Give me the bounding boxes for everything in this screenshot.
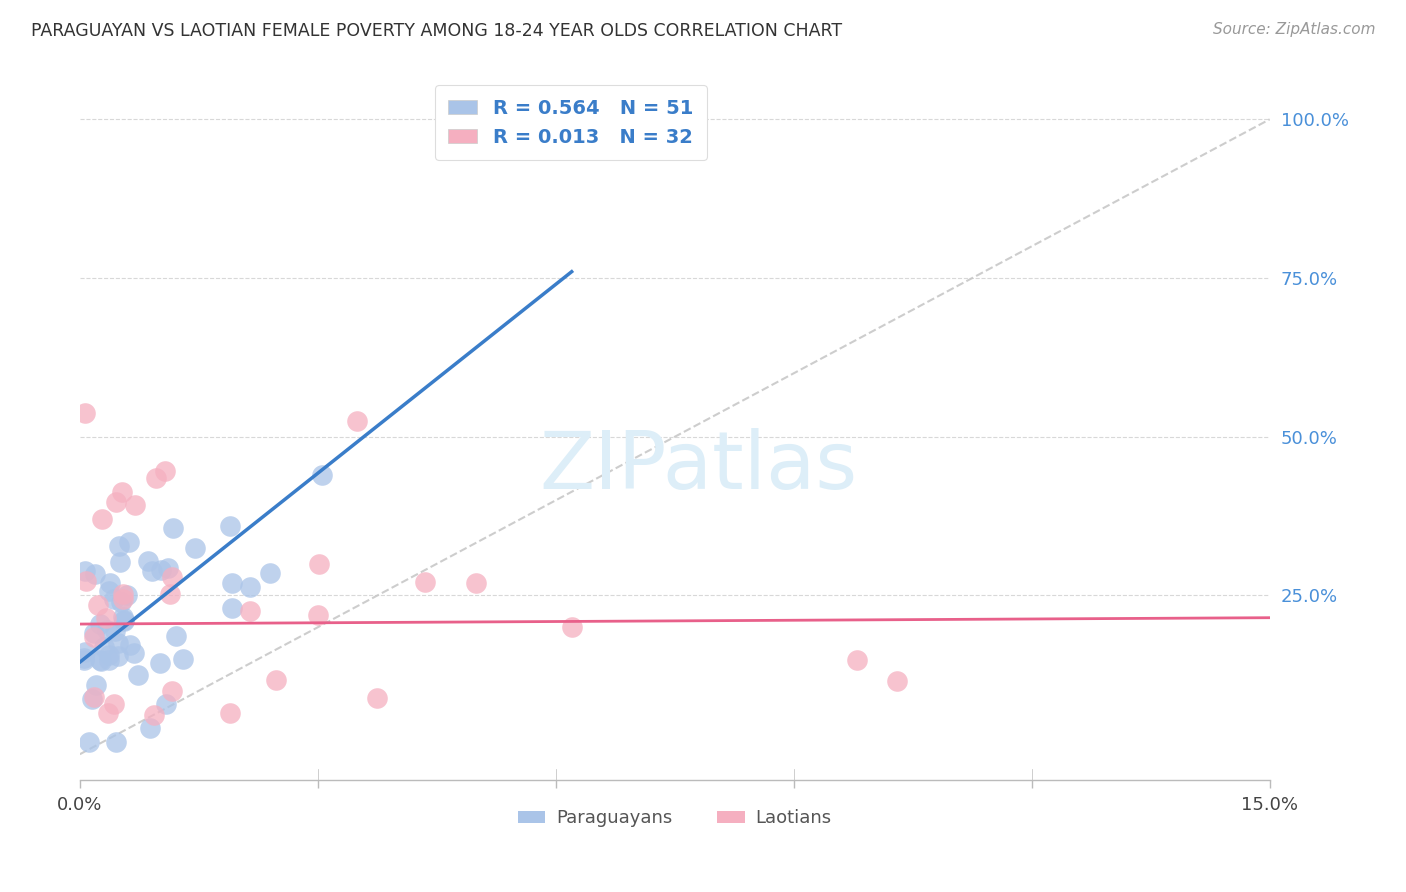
Point	[239, 580, 262, 594]
Legend: Paraguayans, Laotians: Paraguayans, Laotians	[510, 802, 839, 835]
Point	[107, 636, 129, 650]
Point	[97, 648, 120, 662]
Point	[160, 569, 183, 583]
Point	[172, 651, 194, 665]
Point	[118, 534, 141, 549]
Point	[93, 640, 115, 654]
Point	[96, 623, 118, 637]
Point	[219, 706, 242, 721]
Point	[90, 512, 112, 526]
Point	[77, 734, 100, 748]
Point	[221, 576, 243, 591]
Point	[111, 484, 134, 499]
Point	[136, 553, 159, 567]
Point	[159, 587, 181, 601]
Point	[75, 574, 97, 588]
Point	[165, 629, 187, 643]
Point	[108, 539, 131, 553]
Point	[120, 639, 142, 653]
Point	[112, 591, 135, 606]
Point	[104, 624, 127, 639]
Point	[127, 667, 149, 681]
Point	[122, 646, 145, 660]
Point	[219, 518, 242, 533]
Point	[73, 653, 96, 667]
Point	[83, 630, 105, 644]
Point	[89, 617, 111, 632]
Point	[465, 575, 488, 590]
Point	[73, 406, 96, 420]
Point	[221, 601, 243, 615]
Point	[143, 707, 166, 722]
Text: Source: ZipAtlas.com: Source: ZipAtlas.com	[1212, 22, 1375, 37]
Point	[83, 690, 105, 705]
Point	[311, 467, 333, 482]
Point	[86, 678, 108, 692]
Point	[239, 604, 262, 618]
Point	[89, 653, 111, 667]
Point	[83, 625, 105, 640]
Point	[141, 564, 163, 578]
Point	[115, 588, 138, 602]
Point	[145, 471, 167, 485]
Point	[139, 721, 162, 735]
Point	[90, 654, 112, 668]
Point	[184, 541, 207, 555]
Point	[264, 673, 287, 688]
Point	[105, 494, 128, 508]
Point	[98, 584, 121, 599]
Point	[413, 574, 436, 589]
Point	[98, 653, 121, 667]
Point	[105, 734, 128, 748]
Point	[366, 690, 388, 705]
Point	[110, 595, 132, 609]
Point	[162, 521, 184, 535]
Point	[103, 592, 125, 607]
Text: PARAGUAYAN VS LAOTIAN FEMALE POVERTY AMONG 18-24 YEAR OLDS CORRELATION CHART: PARAGUAYAN VS LAOTIAN FEMALE POVERTY AMO…	[31, 22, 842, 40]
Point	[103, 698, 125, 712]
Point	[308, 557, 330, 571]
Point	[886, 674, 908, 689]
Point	[150, 563, 173, 577]
Point	[73, 645, 96, 659]
Point	[87, 598, 110, 612]
Point	[346, 414, 368, 428]
Text: ZIPatlas: ZIPatlas	[540, 428, 858, 506]
Point	[846, 653, 869, 667]
Point	[82, 692, 104, 706]
Point	[307, 607, 329, 622]
Point	[561, 620, 583, 634]
Point	[155, 697, 177, 711]
Point	[111, 610, 134, 624]
Point	[153, 464, 176, 478]
Point	[107, 648, 129, 663]
Point	[112, 614, 135, 628]
Point	[98, 575, 121, 590]
Point	[149, 656, 172, 670]
Point	[259, 566, 281, 581]
Point	[124, 499, 146, 513]
Point	[73, 564, 96, 578]
Point	[160, 684, 183, 698]
Point	[112, 613, 135, 627]
Point	[156, 560, 179, 574]
Point	[84, 566, 107, 581]
Point	[97, 706, 120, 720]
Point	[73, 651, 96, 665]
Point	[108, 555, 131, 569]
Point	[96, 611, 118, 625]
Point	[112, 586, 135, 600]
